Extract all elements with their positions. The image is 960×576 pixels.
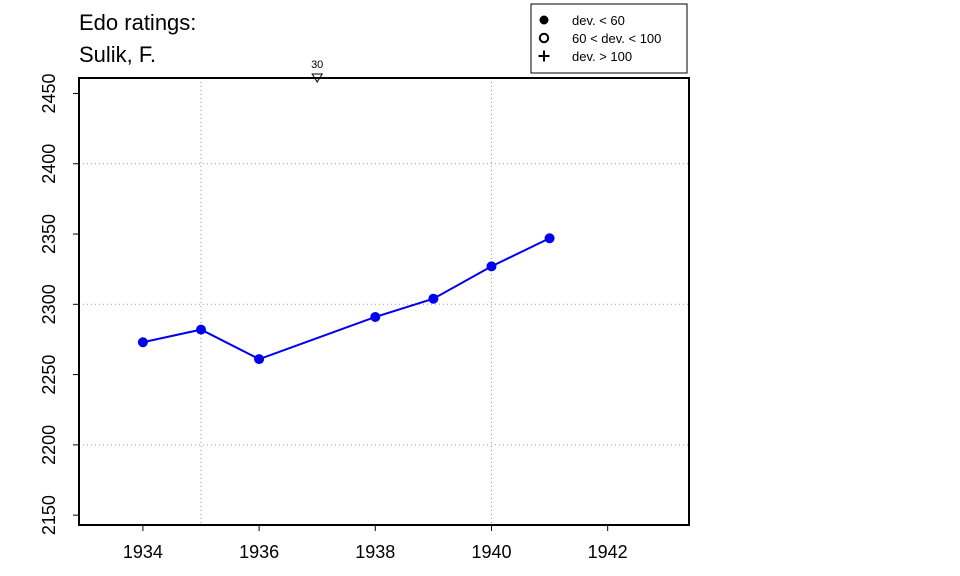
- data-point: [544, 233, 555, 244]
- data-point: [137, 337, 148, 348]
- x-tick-label: 1938: [355, 542, 395, 562]
- x-tick-label: 1942: [588, 542, 628, 562]
- legend-label-dev-gt-100: dev. > 100: [572, 49, 632, 64]
- y-tick-label: 2150: [39, 495, 59, 535]
- chart-title: Edo ratings:: [79, 10, 196, 35]
- legend-label-dev-60-100: 60 < dev. < 100: [572, 31, 661, 46]
- data-point: [254, 354, 265, 365]
- legend-box: [530, 3, 688, 74]
- chart-subtitle: Sulik, F.: [79, 42, 156, 67]
- data-point: [486, 261, 497, 272]
- x-tick-label: 1936: [239, 542, 279, 562]
- annotation-label: 30: [311, 59, 323, 71]
- data-point: [428, 293, 439, 304]
- y-tick-label: 2350: [39, 214, 59, 254]
- data-point: [370, 311, 381, 322]
- legend-marker-open-circle-icon: [538, 32, 550, 44]
- series: [137, 233, 555, 365]
- legend: dev. < 60 60 < dev. < 100 dev. > 100: [530, 3, 688, 74]
- y-tick-label: 2450: [39, 73, 59, 113]
- legend-marker-plus-icon: [538, 50, 550, 62]
- x-tick-label: 1940: [471, 542, 511, 562]
- x-tick-label: 1934: [123, 542, 163, 562]
- axes: 1934 1936 1938 1940 1942 2150 2200 2250 2300 2350…: [39, 73, 628, 562]
- data-point: [196, 324, 206, 335]
- legend-marker-filled-circle-icon: [539, 15, 549, 25]
- grid: [79, 78, 689, 525]
- y-tick-label: 2300: [39, 284, 59, 324]
- y-tick-label: 2400: [39, 144, 59, 184]
- y-tick-label: 2250: [39, 355, 59, 395]
- y-tick-label: 2200: [39, 425, 59, 465]
- plot-frame: [78, 77, 690, 526]
- legend-label-dev-lt-60: dev. < 60: [572, 13, 625, 28]
- series-line: [142, 237, 551, 361]
